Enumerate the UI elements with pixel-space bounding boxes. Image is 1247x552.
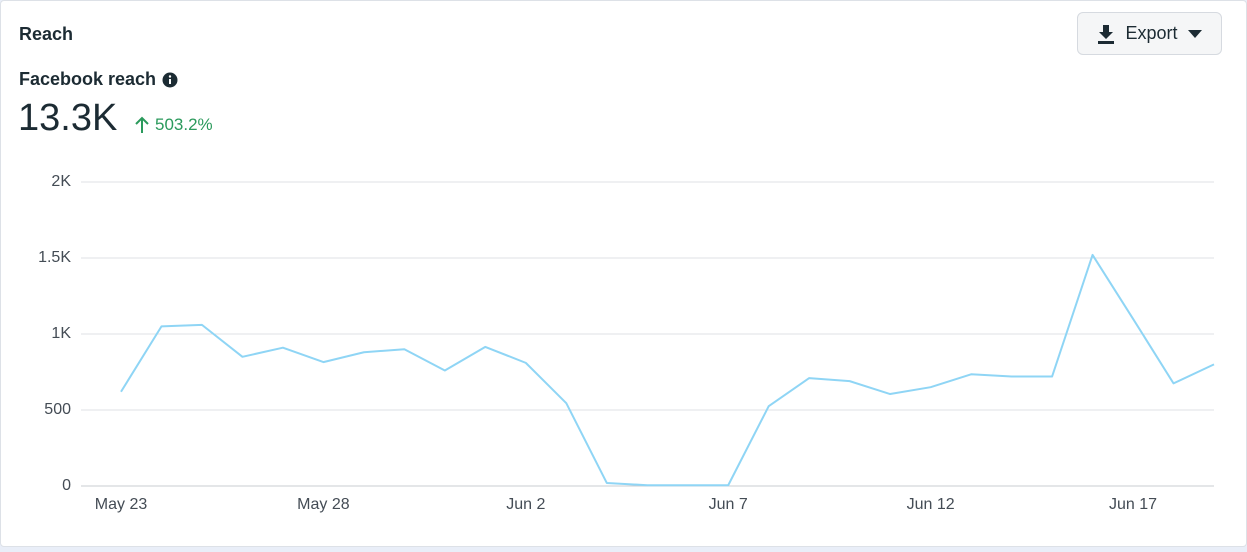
x-tick-label: Jun 17 (1109, 496, 1157, 513)
x-tick-label: Jun 12 (907, 496, 955, 513)
metric-label: Facebook reach (19, 69, 157, 89)
change-value: 503.2% (155, 115, 213, 134)
y-tick-label: 2K (51, 173, 71, 190)
y-tick-label: 1.5K (38, 249, 71, 266)
x-tick-label: Jun 2 (506, 496, 545, 513)
metric-label-row: Facebook reach (19, 69, 178, 90)
download-icon (1098, 24, 1115, 44)
reach-line (120, 253, 1215, 487)
metric-value: 13.3K (18, 97, 118, 139)
y-tick-label: 500 (44, 401, 71, 418)
x-tick-label: May 28 (297, 496, 350, 513)
export-label[interactable]: Export (1125, 23, 1178, 43)
y-tick-label: 0 (62, 477, 71, 494)
metric-change: 503.2% (135, 115, 213, 135)
export-button[interactable]: Export (1077, 12, 1222, 55)
dropdown-caret (1187, 29, 1202, 38)
card-title: Reach (19, 24, 74, 44)
y-tick-label: 1K (51, 325, 71, 342)
info-icon[interactable] (162, 72, 178, 88)
up-arrow (135, 116, 149, 133)
x-tick-label: Jun 7 (709, 496, 748, 513)
x-tick-label: May 23 (95, 496, 148, 513)
